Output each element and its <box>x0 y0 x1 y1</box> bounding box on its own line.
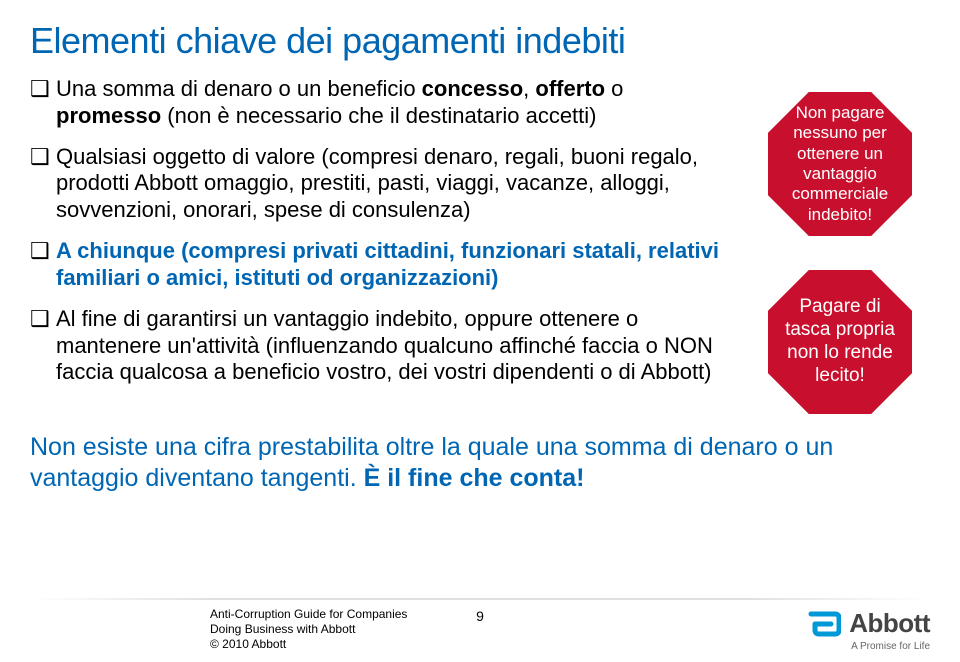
stop-sign-text: Non pagare nessuno per ottenere un vanta… <box>775 103 905 225</box>
bullet-segment: , <box>523 76 535 101</box>
footer-right: Abbott A Promise for Life <box>807 608 930 652</box>
footer-line-3: © 2010 Abbott <box>210 637 407 652</box>
footer-left: Anti-Corruption Guide for Companies Doin… <box>210 607 407 652</box>
abbott-logo-icon <box>807 610 841 638</box>
content-row: Una somma di denaro o un beneficio conce… <box>30 76 930 422</box>
stop-sign-text: Pagare di tasca propria non lo rende lec… <box>775 296 905 387</box>
brand-tagline: A Promise for Life <box>851 641 930 652</box>
bullet-segment: (non è necessario che il destinatario ac… <box>161 103 596 128</box>
bullet-segment: offerto <box>535 76 605 101</box>
stop-sign: Pagare di tasca propria non lo rende lec… <box>760 262 920 422</box>
brand-name: Abbott <box>849 608 930 639</box>
page-number: 9 <box>476 608 484 624</box>
callouts-column: Non pagare nessuno per ottenere un vanta… <box>750 76 930 422</box>
bullet-item: Al fine di garantirsi un vantaggio indeb… <box>30 306 730 386</box>
bullet-segment: A chiunque <box>56 238 181 263</box>
bullet-segment: Qualsiasi oggetto di valore (compresi de… <box>56 144 698 223</box>
bullet-item: Qualsiasi oggetto di valore (compresi de… <box>30 144 730 224</box>
bullet-segment: o <box>605 76 623 101</box>
bullet-item: A chiunque (compresi privati cittadini, … <box>30 238 730 292</box>
footer-divider <box>30 598 930 600</box>
bottom-emph: È il fine che conta! <box>364 464 585 492</box>
footer-line-1: Anti-Corruption Guide for Companies <box>210 607 407 622</box>
bullet-segment: promesso <box>56 103 161 128</box>
bullet-segment: Una somma di denaro o un beneficio <box>56 76 422 101</box>
bottom-statement: Non esiste una cifra prestabilita oltre … <box>30 432 930 495</box>
bullet-item: Una somma di denaro o un beneficio conce… <box>30 76 730 130</box>
footer-line-2: Doing Business with Abbott <box>210 622 407 637</box>
bullet-segment: Al fine di garantirsi un vantaggio indeb… <box>56 306 713 385</box>
stop-sign: Non pagare nessuno per ottenere un vanta… <box>760 84 920 244</box>
bullets-column: Una somma di denaro o un beneficio conce… <box>30 76 730 422</box>
logo-row: Abbott <box>807 608 930 639</box>
footer: Anti-Corruption Guide for Companies Doin… <box>0 607 960 652</box>
slide-title: Elementi chiave dei pagamenti indebiti <box>30 20 930 62</box>
slide: Elementi chiave dei pagamenti indebiti U… <box>0 0 960 662</box>
bullet-segment: concesso <box>422 76 524 101</box>
